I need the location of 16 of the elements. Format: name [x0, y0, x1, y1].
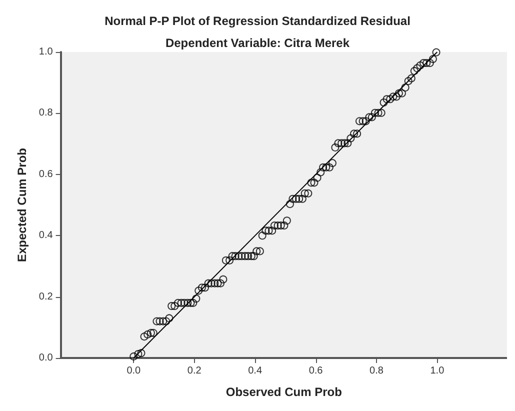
- y-tick-label: 0.6: [38, 168, 54, 180]
- y-tick-label: 0.4: [38, 230, 54, 242]
- x-tick-label: 0.6: [308, 366, 324, 376]
- x-tick-label: 0.4: [248, 366, 262, 376]
- y-tick-label: 0.0: [38, 352, 54, 364]
- x-tick-label: 0.0: [126, 366, 142, 376]
- chart-subtitle: Dependent Variable: Citra Merek: [165, 36, 350, 50]
- x-tick-label: 0.8: [370, 366, 384, 376]
- y-axis-title: Expected Cum Prob: [15, 148, 29, 262]
- y-tick-label: 0.2: [38, 291, 54, 302]
- chart-title: Normal P-P Plot of Regression Standardized Residual: [104, 14, 410, 28]
- x-tick-label: 1.0: [430, 366, 445, 376]
- x-axis-title: Observed Cum Prob: [226, 385, 342, 399]
- y-tick-label: 0.8: [38, 108, 54, 119]
- y-tick-label: 1.0: [38, 46, 54, 58]
- x-tick-label: 0.2: [187, 366, 202, 376]
